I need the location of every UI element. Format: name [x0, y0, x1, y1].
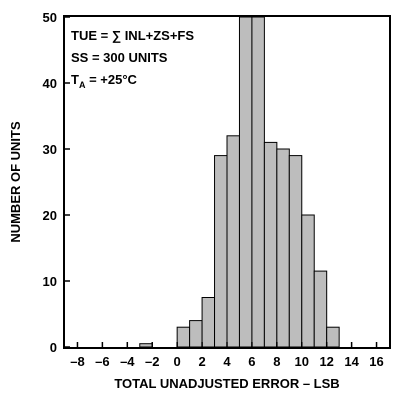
y-tick-label-0: 0	[50, 340, 57, 355]
x-tick-label-1: –6	[95, 354, 109, 369]
x-axis-ticks: –8 –6 –4 –2 0 2 4 6 8 10 12 14 16	[70, 342, 384, 369]
x-tick-label-6: 4	[223, 354, 231, 369]
bar-11	[301, 214, 315, 348]
x-tick-label-4: 0	[174, 354, 181, 369]
annotation-sample-size: SS = 300 UNITS	[71, 50, 168, 65]
x-tick-label-8: 8	[273, 354, 280, 369]
x-axis-title: TOTAL UNADJUSTED ERROR – LSB	[114, 376, 339, 391]
bar-5	[226, 135, 240, 348]
annotation-tue: TUE = ∑ INL+ZS+FS	[71, 28, 194, 43]
y-tick-label-5: 50	[43, 10, 57, 25]
bar-8	[263, 141, 278, 348]
bar-13	[326, 326, 340, 348]
annotation-temperature-sub: A	[79, 80, 86, 90]
bars-group	[139, 16, 340, 348]
bar-7	[251, 16, 265, 348]
bar-0	[139, 343, 153, 348]
x-tick-label-9: 10	[295, 354, 309, 369]
y-tick-label-4: 40	[43, 76, 57, 91]
bar-4	[214, 155, 228, 348]
bar-6	[238, 16, 253, 348]
x-tick-label-11: 14	[344, 354, 359, 369]
y-tick-label-1: 10	[43, 274, 57, 289]
y-tick-label-2: 20	[43, 208, 57, 223]
annotation-temperature-value: = +25°C	[85, 72, 137, 87]
bar-2	[189, 320, 203, 348]
bar-1	[176, 326, 191, 348]
x-tick-label-0: –8	[70, 354, 84, 369]
y-tick-label-3: 30	[43, 142, 57, 157]
x-tick-label-3: –2	[145, 354, 159, 369]
x-tick-label-2: –4	[120, 354, 135, 369]
plot-frame	[63, 15, 391, 349]
bar-3	[201, 297, 216, 348]
bar-12	[313, 270, 328, 348]
bar-10	[288, 155, 303, 348]
annotation-temperature: TA = +25°C	[71, 72, 138, 90]
x-tick-label-5: 2	[198, 354, 205, 369]
x-tick-label-10: 12	[319, 354, 333, 369]
bar-9	[276, 148, 290, 348]
y-axis-title: NUMBER OF UNITS	[8, 121, 23, 243]
y-axis-ticks: 0 10 20 30 40 50	[43, 10, 70, 355]
x-tick-label-7: 6	[248, 354, 255, 369]
annotation-temperature-t: T	[71, 72, 79, 87]
x-tick-label-12: 16	[369, 354, 383, 369]
